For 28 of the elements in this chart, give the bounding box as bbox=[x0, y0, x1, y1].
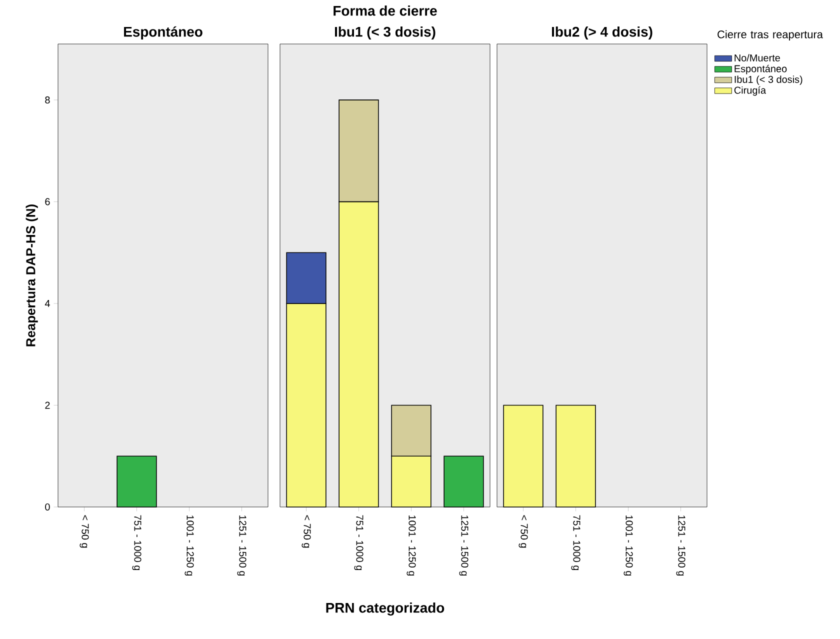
x-axis-title: PRN categorizado bbox=[326, 602, 444, 616]
legend-label: Cirugía bbox=[734, 86, 766, 96]
x-tick-label: < 750 g bbox=[518, 515, 528, 548]
x-tick-label: 1251 - 1500 g bbox=[237, 516, 246, 576]
x-tick-label: 1251 - 1500 g bbox=[459, 516, 468, 576]
y-axis-title: Reapertura DAP-HS (N) bbox=[26, 204, 38, 346]
x-tick-label: 1001 - 1250 g bbox=[624, 516, 633, 576]
x-tick-label: 751 - 1000 g bbox=[354, 515, 364, 570]
chart-title: Ibu1 (< 3 dosis) bbox=[334, 26, 436, 40]
legend-label: Ibu1 (< 3 dosis) bbox=[734, 76, 802, 85]
chart-title: Ibu2 (> 4 dosis) bbox=[552, 26, 652, 40]
y-tick-label: 0 bbox=[45, 503, 50, 511]
x-tick-label: 751 - 1000 g bbox=[571, 515, 580, 570]
y-tick-label: 6 bbox=[45, 198, 50, 206]
x-tick-label: < 750 g bbox=[80, 515, 89, 548]
legend-title: Cierre tras reapertura bbox=[718, 30, 823, 40]
y-tick-label: 8 bbox=[45, 96, 50, 104]
x-tick-label: 1251 - 1500 g bbox=[676, 516, 686, 576]
x-tick-label: 1001 - 1250 g bbox=[184, 516, 194, 576]
chart-title: Espontáneo bbox=[124, 26, 202, 40]
y-tick-label: 2 bbox=[45, 402, 50, 409]
text: Forma de cierre bbox=[334, 6, 437, 16]
legend-label: Espontáneo bbox=[734, 64, 787, 74]
y-tick-label: 4 bbox=[44, 300, 50, 307]
x-tick-label: < 750 g bbox=[302, 515, 311, 548]
legend-label: No/Muerte bbox=[734, 54, 780, 62]
x-tick-label: 751 - 1000 g bbox=[132, 515, 142, 570]
x-tick-label: 1001 - 1250 g bbox=[406, 516, 416, 576]
